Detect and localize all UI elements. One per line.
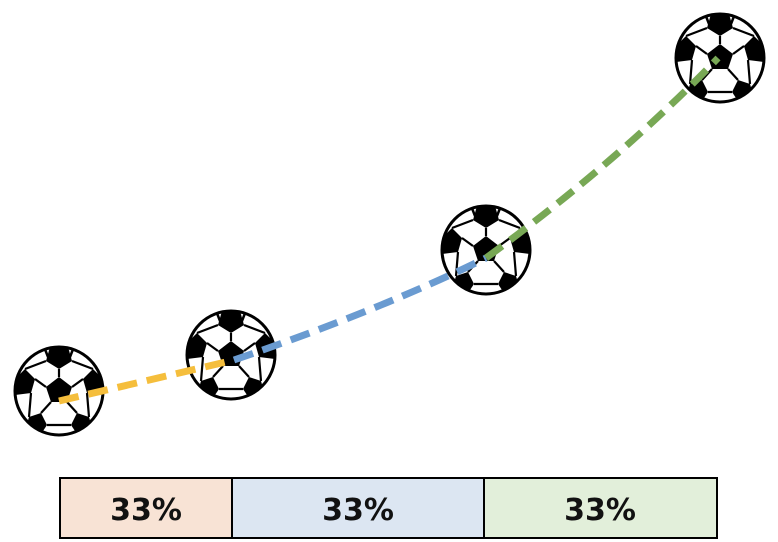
bar-segment-2-label: 33% <box>322 493 394 528</box>
ball-1 <box>15 339 103 437</box>
ball-3 <box>442 198 530 296</box>
percentage-bar: 33% 33% 33% <box>59 477 718 539</box>
path-green <box>483 55 721 261</box>
bar-segment-2 <box>231 477 485 539</box>
ball-2 <box>187 303 275 401</box>
path-yellow <box>58 356 235 405</box>
ball-4 <box>676 6 764 104</box>
bar-segment-3 <box>483 477 718 539</box>
path-blue <box>232 254 488 364</box>
bar-segment-3-label: 33% <box>564 493 636 528</box>
bar-segment-1-label: 33% <box>110 493 182 528</box>
bar-segment-1 <box>59 477 233 539</box>
